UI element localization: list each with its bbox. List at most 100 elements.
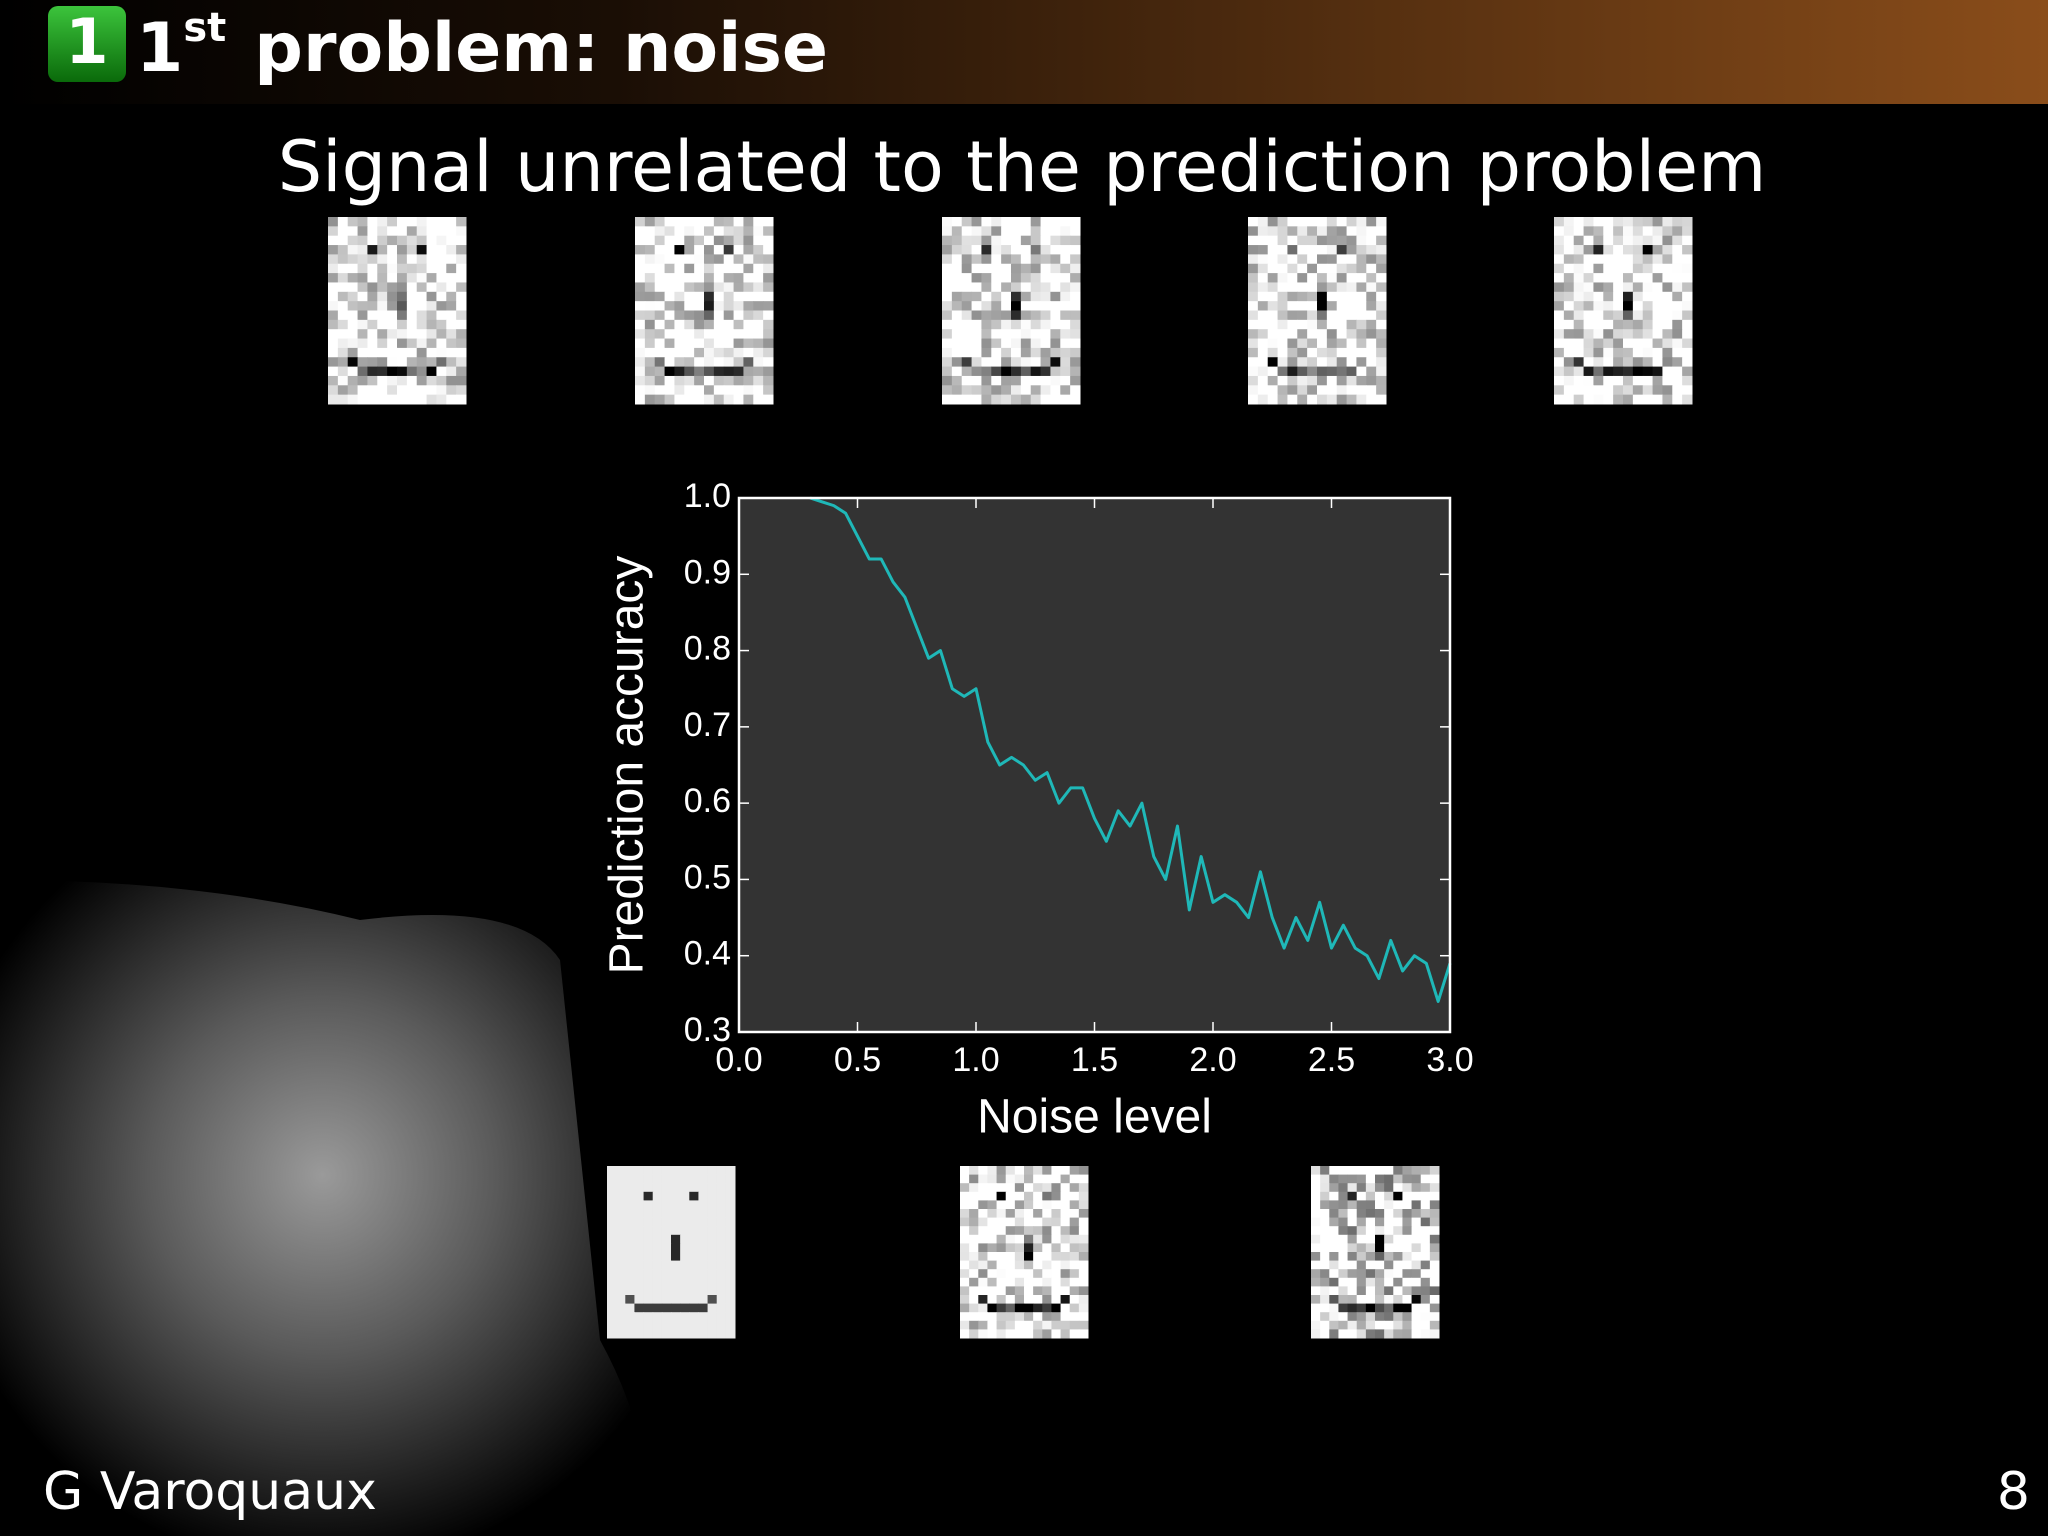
- face-pixel: [1682, 235, 1693, 246]
- face-pixel: [991, 338, 1002, 349]
- face-pixel: [1603, 338, 1614, 349]
- face-pixel: [1020, 385, 1032, 396]
- face-pixel: [1375, 1183, 1385, 1193]
- face-pixel: [1356, 301, 1367, 311]
- face-pixel: [1356, 226, 1367, 237]
- face-pixel: [1042, 1252, 1052, 1262]
- face-pixel: [996, 1209, 1007, 1219]
- face-pixel: [1573, 273, 1585, 283]
- face-pixel: [1376, 329, 1387, 340]
- face-pixel: [1248, 375, 1259, 386]
- face-pixel: [1297, 310, 1308, 321]
- face-pixel: [643, 1329, 654, 1339]
- face-pixel: [1011, 375, 1022, 386]
- face-pixel: [1336, 245, 1348, 255]
- face-pixel: [347, 319, 359, 330]
- face-pixel: [1267, 329, 1279, 340]
- face-pixel: [337, 347, 349, 358]
- face-pixel: [1051, 1303, 1062, 1313]
- face-pixel: [680, 1260, 690, 1270]
- face-pixel: [1277, 357, 1288, 368]
- face-pixel: [1420, 1329, 1431, 1339]
- face-pixel: [436, 235, 447, 246]
- face-pixel: [1248, 254, 1259, 265]
- face-pixel: [367, 357, 378, 368]
- face-pixel: [743, 263, 754, 274]
- face-pixel: [643, 1303, 654, 1313]
- face-pixel: [1005, 1295, 1016, 1305]
- face-pixel: [698, 1320, 709, 1330]
- face-pixel: [1356, 1183, 1367, 1193]
- face-pixel: [1346, 245, 1357, 255]
- face-pixel: [1311, 1252, 1321, 1262]
- face-pixel: [698, 1277, 709, 1287]
- face-pixel: [1030, 375, 1042, 386]
- face-pixel: [1277, 282, 1288, 293]
- face-pixel: [707, 1183, 718, 1193]
- face-image: [1554, 217, 1693, 405]
- face-pixel: [387, 375, 398, 386]
- face-pixel: [1005, 1183, 1016, 1193]
- face-pixel: [1376, 357, 1387, 368]
- face-pixel: [661, 1312, 672, 1322]
- face-pixel: [643, 1286, 654, 1296]
- face-pixel: [406, 338, 418, 349]
- face-pixel: [347, 329, 359, 340]
- face-pixel: [357, 254, 368, 265]
- face-pixel: [664, 217, 675, 227]
- face-pixel: [1429, 1234, 1440, 1244]
- face-pixel: [661, 1286, 672, 1296]
- face-pixel: [1613, 263, 1624, 274]
- face-pixel: [652, 1183, 663, 1193]
- face-pixel: [1050, 319, 1061, 330]
- face-pixel: [723, 217, 735, 227]
- face-pixel: [1020, 366, 1032, 377]
- face-pixel: [1420, 1269, 1431, 1279]
- face-pixel: [625, 1303, 635, 1313]
- face-pixel: [456, 310, 467, 321]
- face-pixel: [1070, 301, 1081, 311]
- face-pixel: [643, 1217, 654, 1227]
- face-pixel: [987, 1295, 998, 1305]
- face-pixel: [713, 254, 725, 265]
- subtitle: Signal unrelated to the prediction probl…: [278, 126, 1767, 208]
- face-pixel: [996, 1329, 1007, 1339]
- face-pixel: [1307, 366, 1318, 377]
- face-pixel: [654, 338, 666, 349]
- face-pixel: [426, 338, 437, 349]
- face-pixel: [1554, 273, 1565, 283]
- face-pixel: [635, 301, 646, 311]
- face-pixel: [716, 1234, 727, 1244]
- face-pixel: [1356, 1312, 1367, 1322]
- face-pixel: [654, 291, 666, 302]
- face-pixel: [1347, 1320, 1358, 1330]
- face-pixel: [643, 1252, 654, 1262]
- face-pixel: [1050, 245, 1061, 255]
- face-pixel: [1554, 385, 1565, 396]
- face-pixel: [1033, 1234, 1043, 1244]
- face-pixel: [1429, 1166, 1440, 1176]
- face-pixel: [1411, 1295, 1422, 1305]
- face-pixel: [397, 226, 408, 237]
- face-pixel: [1632, 394, 1644, 405]
- face-pixel: [1563, 245, 1575, 255]
- face-pixel: [1042, 1320, 1052, 1330]
- face-pixel: [1030, 245, 1042, 255]
- face-pixel: [971, 310, 982, 321]
- face-pixel: [1347, 1312, 1358, 1322]
- face-pixel: [1078, 1252, 1089, 1262]
- face-pixel: [652, 1286, 663, 1296]
- face-pixel: [1346, 338, 1357, 349]
- face-pixel: [1554, 310, 1565, 321]
- face-pixel: [960, 1286, 970, 1296]
- face-pixel: [644, 254, 656, 265]
- face-pixel: [1070, 357, 1081, 368]
- face-pixel: [377, 263, 388, 274]
- face-pixel: [704, 347, 715, 358]
- face-pixel: [694, 291, 705, 302]
- face-pixel: [1563, 385, 1575, 396]
- face-pixel: [607, 1260, 617, 1270]
- face-pixel: [1662, 319, 1673, 330]
- face-pixel: [1429, 1303, 1440, 1313]
- face-pixel: [961, 263, 973, 274]
